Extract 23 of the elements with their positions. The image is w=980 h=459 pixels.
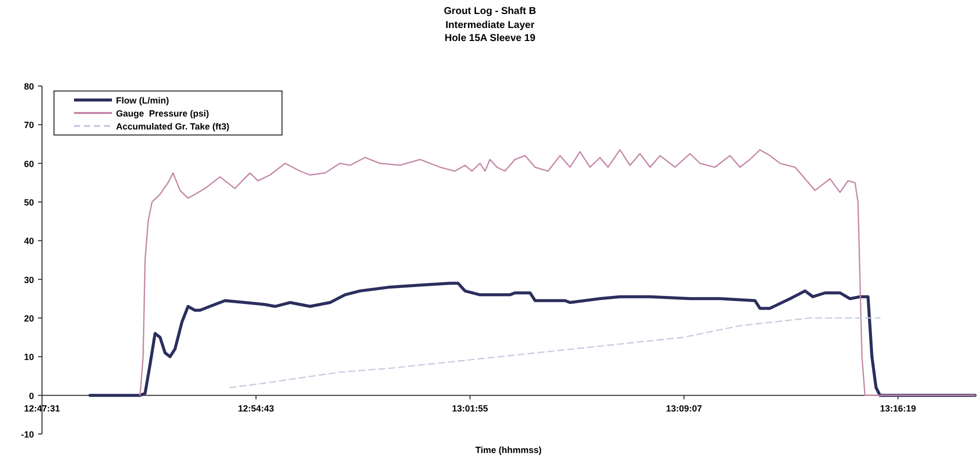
x-tick-label: 13:01:55 xyxy=(452,403,488,414)
x-axis-title: Time (hhmmss) xyxy=(475,445,542,455)
line-series xyxy=(88,282,976,397)
y-tick-label: 20 xyxy=(24,314,34,324)
chart-subtitle: Intermediate Layer Hole 15A Sleeve 19 xyxy=(444,20,536,44)
x-tick-label: 13:16:19 xyxy=(880,403,916,414)
y-tick-label: 10 xyxy=(24,352,34,362)
y-tick-label: 0 xyxy=(28,390,34,401)
y-tick-label: 60 xyxy=(24,158,34,169)
chart-title: Grout Log - Shaft B xyxy=(444,6,536,17)
legend-label: Gauge Pressure (psi) xyxy=(116,108,210,118)
x-tick-label: 12:54:43 xyxy=(238,403,274,414)
y-tick-label: -10 xyxy=(20,430,34,440)
x-tick-label: 13:09:07 xyxy=(666,403,702,414)
legend-label: Flow (L/min) xyxy=(116,96,169,106)
y-tick-label: 80 xyxy=(24,82,34,92)
y-tick-label: 30 xyxy=(24,274,34,285)
y-tick-label: 40 xyxy=(24,236,34,246)
line-series xyxy=(229,317,881,388)
y-tick-label: 70 xyxy=(24,120,34,130)
line-series xyxy=(139,149,976,396)
legend-label: Accumulated Gr. Take (ft3) xyxy=(116,122,230,132)
y-tick-label: 50 xyxy=(24,198,34,208)
